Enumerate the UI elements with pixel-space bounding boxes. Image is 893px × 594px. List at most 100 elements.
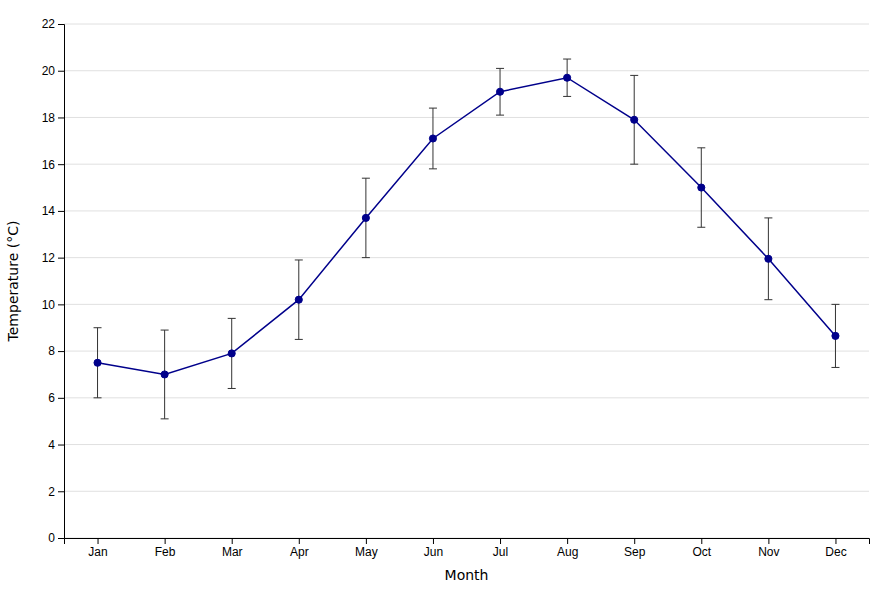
x-tick: Dec	[825, 538, 846, 559]
y-tick: 4	[48, 438, 64, 452]
error-bar	[630, 75, 638, 164]
marker	[698, 184, 705, 191]
y-tick: 10	[42, 298, 64, 312]
y-axis-line	[58, 25, 65, 539]
y-tick-label: 2	[48, 485, 55, 499]
y-tick: 0	[48, 531, 64, 545]
marker	[631, 116, 638, 123]
x-tick: Jul	[493, 538, 508, 559]
y-tick-mark	[58, 71, 64, 72]
x-tick-mark	[500, 538, 501, 544]
y-tick-label: 0	[48, 531, 55, 545]
x-tick: Sep	[624, 538, 646, 559]
y-tick-label: 6	[48, 391, 55, 405]
marker	[564, 74, 571, 81]
x-tick: Jun	[424, 538, 443, 559]
markers	[94, 74, 839, 378]
error-bar	[362, 178, 370, 257]
x-tick: Apr	[290, 538, 309, 559]
x-tick-mark	[299, 538, 300, 544]
x-tick-mark	[165, 538, 166, 544]
x-tick-label: Jun	[424, 545, 443, 559]
y-axis-title: Temperature (°C)	[5, 221, 21, 343]
y-axis: 0 2 4 6 8 10 12 14 16 18 20 22	[42, 17, 65, 545]
y-tick-label: 4	[48, 438, 55, 452]
y-tick-mark	[58, 398, 64, 399]
x-tick-label: Aug	[557, 545, 578, 559]
error-bar	[831, 304, 839, 367]
error-bar	[563, 59, 571, 96]
x-tick-label: Mar	[222, 545, 243, 559]
chart: Jan Feb Mar Apr May Jun Jul Aug Sep Oct Nov Dec 0 2 4 6…	[0, 0, 893, 594]
marker	[161, 371, 168, 378]
y-tick-label: 14	[42, 204, 56, 218]
x-tick-label: Feb	[155, 545, 176, 559]
marker	[228, 350, 235, 357]
y-tick-mark	[58, 117, 64, 118]
y-tick-label: 16	[42, 158, 56, 172]
y-tick: 8	[48, 344, 64, 358]
x-tick-label: Oct	[692, 545, 711, 559]
y-tick: 2	[48, 485, 64, 499]
error-bar	[161, 330, 169, 419]
grid-line	[64, 257, 869, 258]
x-axis: Jan Feb Mar Apr May Jun Jul Aug Sep Oct Nov Dec	[65, 538, 870, 559]
y-tick: 18	[42, 111, 64, 125]
x-tick-mark	[567, 538, 568, 544]
grid-line	[64, 117, 869, 118]
x-tick-mark	[701, 538, 702, 544]
marker	[94, 359, 101, 366]
error-bar	[429, 108, 437, 169]
grid-line	[64, 210, 869, 211]
y-tick-mark	[58, 164, 64, 165]
y-tick-label: 8	[48, 344, 55, 358]
y-tick: 20	[42, 64, 64, 78]
grid	[64, 24, 869, 538]
x-tick: May	[355, 538, 378, 559]
x-tick-label: Jul	[493, 545, 508, 559]
grid-line	[64, 444, 869, 445]
grid-line	[64, 164, 869, 165]
y-tick-label: 22	[42, 17, 56, 31]
y-tick-label: 12	[42, 251, 56, 265]
y-tick-label: 20	[42, 64, 56, 78]
x-tick-label: Nov	[758, 545, 779, 559]
y-tick-label: 18	[42, 111, 56, 125]
plot: Jan Feb Mar Apr May Jun Jul Aug Sep Oct Nov Dec 0 2 4 6…	[42, 17, 870, 558]
x-tick: Jan	[88, 538, 107, 559]
x-tick: Feb	[155, 538, 176, 559]
x-tick-mark	[835, 538, 836, 544]
y-tick-mark	[58, 538, 64, 539]
x-axis-title: Month	[445, 567, 489, 583]
x-tick-mark	[433, 538, 434, 544]
marker	[496, 88, 503, 95]
marker	[362, 214, 369, 221]
error-bar	[496, 68, 504, 115]
x-tick: Mar	[222, 538, 243, 559]
marker	[832, 332, 839, 339]
y-tick: 6	[48, 391, 64, 405]
x-tick-mark	[634, 538, 635, 544]
marker	[765, 255, 772, 262]
marker	[295, 296, 302, 303]
x-axis-line	[65, 539, 870, 545]
error-bar	[94, 328, 102, 398]
x-tick: Nov	[758, 538, 779, 559]
x-tick-mark	[366, 538, 367, 544]
y-tick-mark	[58, 211, 64, 212]
y-tick-mark	[58, 304, 64, 305]
x-tick: Oct	[692, 538, 711, 559]
y-tick-mark	[58, 491, 64, 492]
error-bar	[697, 148, 705, 227]
x-tick: Aug	[557, 538, 578, 559]
x-tick-mark	[768, 538, 769, 544]
line	[98, 78, 836, 375]
marks	[94, 59, 840, 419]
y-tick-label: 10	[42, 298, 56, 312]
y-tick: 12	[42, 251, 64, 265]
grid-line	[64, 70, 869, 71]
y-tick: 14	[42, 204, 64, 218]
y-tick-mark	[58, 351, 64, 352]
grid-line	[64, 491, 869, 492]
x-tick-label: Sep	[624, 545, 646, 559]
